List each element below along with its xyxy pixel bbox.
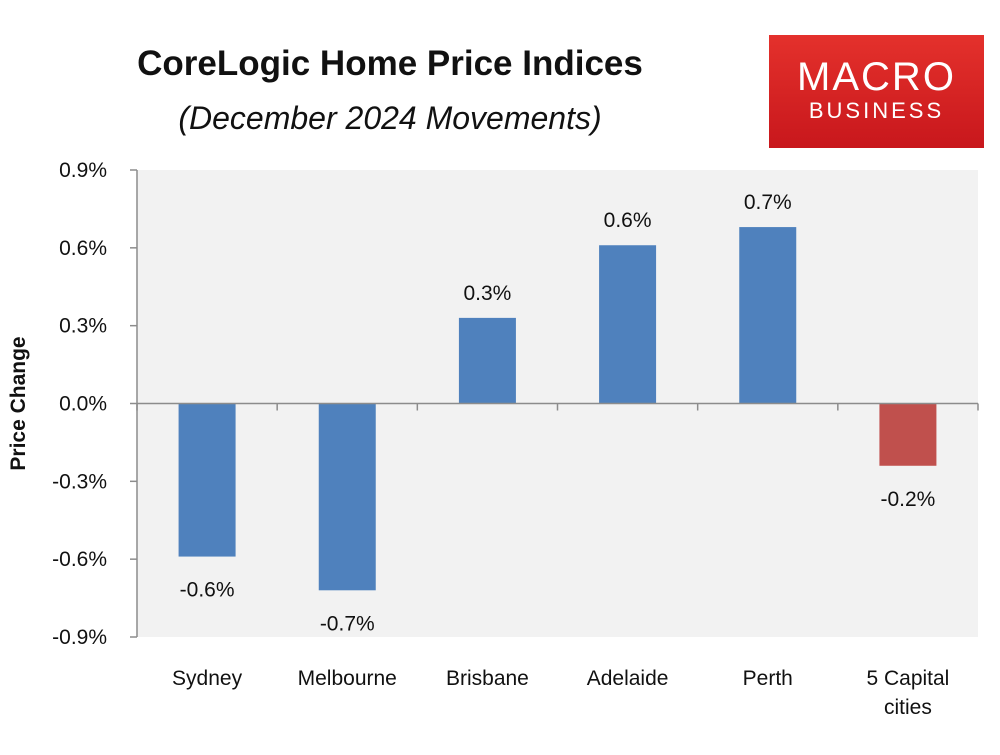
bar [319,404,376,591]
category-label: Adelaide [587,667,669,690]
data-label: 0.3% [463,282,511,305]
chart-title: CoreLogic Home Price Indices [90,44,690,84]
category-label: Perth [743,667,793,690]
macro-business-logo: MACRO BUSINESS [769,35,984,148]
bar [459,318,516,404]
y-tick-label: 0.3% [59,315,107,338]
data-label: -0.6% [180,579,235,602]
y-tick-label: -0.9% [52,626,107,649]
bar [179,404,236,557]
y-tick-label: 0.9% [59,159,107,182]
y-tick-label: 0.6% [59,237,107,260]
category-label: Sydney [172,667,243,690]
logo-text-business: BUSINESS [769,99,984,123]
logo-text-macro: MACRO [769,57,984,97]
data-label: 0.7% [744,191,792,214]
data-label: -0.2% [880,488,935,511]
category-label: Melbourne [298,667,397,690]
bar [739,227,796,403]
y-tick-label: -0.6% [52,548,107,571]
chart-subtitle: (December 2024 Movements) [90,100,690,137]
bar [879,404,936,466]
y-tick-label: 0.0% [59,393,107,416]
category-label: Brisbane [446,667,529,690]
data-label: -0.7% [320,612,375,635]
category-label: 5 Capital cities [866,667,949,719]
y-tick-label: -0.3% [52,470,107,493]
y-axis-title: Price Change [7,336,30,470]
data-label: 0.6% [604,209,652,232]
bar [599,245,656,403]
